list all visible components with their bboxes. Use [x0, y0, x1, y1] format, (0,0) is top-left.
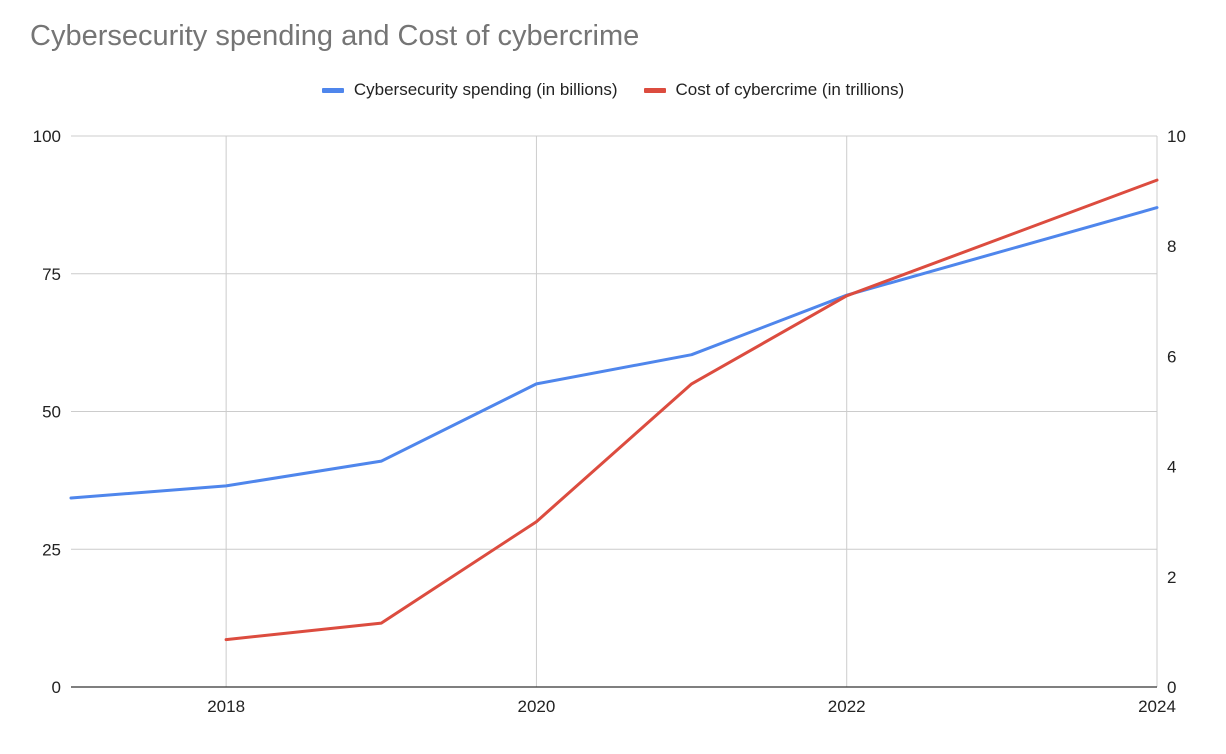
legend-label-spending: Cybersecurity spending (in billions)	[353, 80, 618, 99]
x-tick-label: 2022	[828, 697, 866, 716]
y2-tick-label: 10	[1167, 127, 1186, 146]
y-tick-label: 0	[52, 678, 61, 697]
x-tick-label: 2020	[518, 697, 556, 716]
tick-labels: 0 25 50 75 100 0 2 4 6 8 10 2018 2020 2022 2024	[33, 127, 1186, 716]
legend-swatch-cybercrime	[643, 87, 666, 93]
x-tick-label: 2024	[1138, 697, 1176, 716]
y-tick-label: 100	[33, 127, 61, 146]
legend-label-cybercrime: Cost of cybercrime (in trillions)	[675, 80, 905, 99]
legend: Cybersecurity spending (in billions) Cos…	[0, 80, 1226, 100]
y2-tick-label: 6	[1167, 347, 1176, 366]
chart-title: Cybersecurity spending and Cost of cyber…	[30, 20, 640, 52]
y2-tick-label: 0	[1167, 678, 1176, 697]
y-tick-label: 25	[42, 540, 61, 559]
y-tick-label: 50	[42, 403, 61, 422]
legend-swatch-spending	[321, 87, 344, 93]
y-tick-label: 75	[42, 265, 61, 284]
y2-tick-label: 4	[1167, 458, 1176, 477]
legend-item-cybercrime[interactable]: Cost of cybercrime (in trillions)	[643, 80, 905, 100]
y2-tick-label: 2	[1167, 568, 1176, 587]
series-line-cybercrime[interactable]	[224, 178, 1159, 642]
legend-item-spending[interactable]: Cybersecurity spending (in billions)	[321, 80, 618, 100]
x-tick-label: 2018	[207, 697, 245, 716]
gridlines	[71, 135, 1158, 687]
series-lines	[69, 178, 1159, 642]
y2-tick-label: 8	[1167, 237, 1176, 256]
